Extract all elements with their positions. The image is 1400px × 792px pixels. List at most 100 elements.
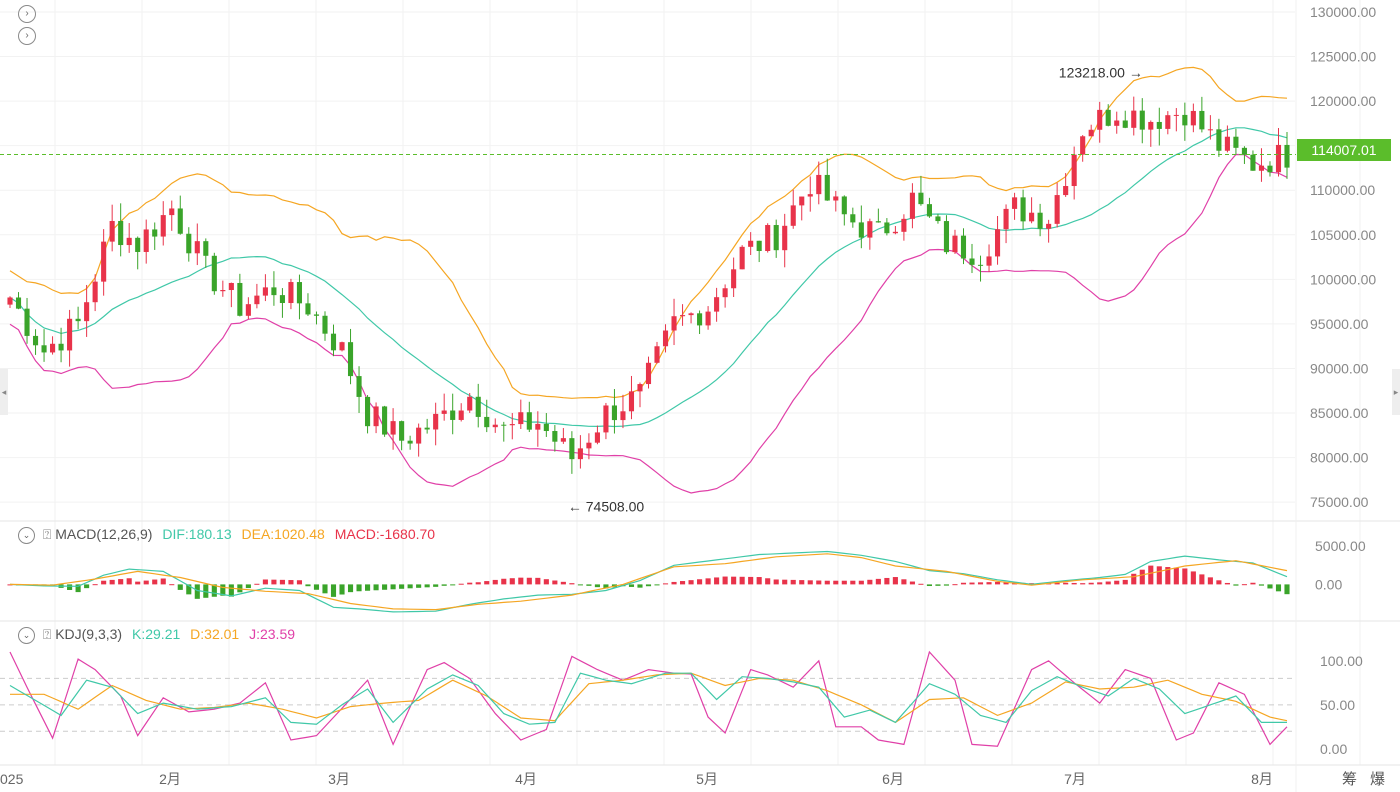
candle-body — [228, 282, 234, 291]
candle-body — [305, 303, 311, 315]
macd-histogram-bar — [1233, 584, 1239, 586]
price-tick-label: 130000.00 — [1310, 4, 1376, 20]
x-axis-label: 3月 — [328, 771, 350, 787]
macd-histogram-bar — [101, 580, 107, 585]
macd-histogram-bar — [365, 584, 371, 591]
scroll-left-arrow-icon[interactable]: ◂ — [0, 369, 8, 415]
macd-histogram-bar — [773, 579, 779, 585]
price-tick-label: 110000.00 — [1310, 182, 1375, 198]
candle-body — [160, 215, 166, 237]
candle-body — [1190, 110, 1196, 126]
candle-body — [620, 411, 626, 421]
macd-histogram-bar — [731, 576, 737, 585]
chevron-down-icon[interactable]: ⌄ — [18, 626, 35, 644]
macd-histogram-bar — [892, 577, 898, 585]
macd-histogram-bar — [330, 584, 337, 597]
expand-chevron-icon[interactable]: › — [18, 5, 36, 23]
candle-body — [1046, 223, 1052, 229]
price-tick-label: 90000.00 — [1310, 360, 1369, 376]
macd-histogram-bar — [1216, 580, 1222, 585]
macd-histogram-bar — [433, 584, 439, 587]
candle-body — [1224, 136, 1230, 151]
candle-body — [935, 216, 941, 222]
macd-histogram-bar — [1105, 581, 1111, 585]
candle-body — [731, 269, 737, 289]
candle-body — [7, 297, 13, 305]
candle-body — [705, 311, 711, 326]
macd-histogram-bar — [399, 584, 405, 589]
macd-histogram-bar — [1190, 571, 1196, 585]
candle-body — [220, 290, 226, 292]
price-tick-label: 105000.00 — [1310, 227, 1376, 243]
candle-body — [918, 192, 924, 205]
macd-histogram-bar — [220, 584, 226, 596]
candle-body — [1037, 212, 1043, 229]
macd-tick-label: 0.00 — [1315, 576, 1342, 592]
price-tick-label: 125000.00 — [1310, 49, 1376, 65]
candle-body — [756, 240, 762, 251]
candle-body — [722, 288, 728, 298]
logo-glyph-icon: 筹 — [1342, 771, 1358, 788]
candle-body — [977, 264, 984, 266]
candle-body — [560, 438, 566, 442]
macd-histogram-bar — [186, 584, 192, 595]
candle-body — [1088, 129, 1094, 137]
macd-title: MACD(12,26,9) — [55, 526, 153, 542]
x-axis-label: 2月 — [159, 771, 181, 787]
macd-histogram-bar — [986, 582, 992, 585]
boll-lower-line — [9, 153, 1288, 494]
macd-histogram-bar — [169, 584, 175, 586]
candle-body — [543, 423, 549, 432]
candle-body — [807, 194, 813, 197]
candle-body — [824, 174, 830, 201]
candle-body — [611, 405, 618, 421]
bell-icon[interactable]: ⍰ — [42, 526, 52, 542]
candle-body — [356, 376, 362, 397]
macd-histogram-bar — [245, 584, 251, 589]
macd-histogram-bar — [322, 584, 328, 594]
chevron-down-icon[interactable]: ⌄ — [18, 526, 35, 544]
candle-body — [535, 423, 541, 430]
macd-histogram-bar — [313, 584, 320, 590]
candle-body — [526, 412, 532, 430]
candle-body — [441, 410, 447, 414]
macd-tick-label: 5000.00 — [1315, 538, 1366, 554]
candle-body — [671, 316, 677, 331]
candle-body — [143, 229, 149, 252]
macd-histogram-bar — [1029, 583, 1035, 585]
macd-histogram-bar — [722, 576, 728, 585]
candle-body — [1105, 109, 1111, 126]
macd-histogram-bar — [135, 581, 141, 585]
macd-histogram-bar — [918, 583, 924, 585]
macd-histogram-bar — [262, 579, 268, 585]
macd-histogram-bar — [577, 584, 583, 586]
candle-body — [1071, 154, 1077, 187]
last-price-tag: 114007.01 — [1297, 139, 1391, 161]
macd-histogram-bar — [799, 580, 805, 585]
macd-histogram-bar — [84, 584, 90, 589]
candle-body — [330, 333, 337, 351]
expand-chevron-icon[interactable]: › — [18, 27, 36, 45]
macd-histogram-bar — [952, 584, 958, 586]
kdj-j-value: J:23.59 — [249, 626, 296, 642]
price-tick-label: 100000.00 — [1310, 271, 1376, 287]
scroll-right-arrow-icon[interactable]: ▸ — [1392, 369, 1400, 415]
candle-body — [109, 220, 115, 242]
bell-icon[interactable]: ⍰ — [42, 626, 52, 642]
macd-histogram-bar — [977, 582, 984, 585]
macd-histogram-bar — [492, 579, 498, 585]
macd-histogram-bar — [458, 583, 464, 585]
candle-body — [867, 221, 873, 238]
candle-body — [24, 308, 30, 336]
macd-histogram-bar — [1156, 566, 1162, 585]
candle-body — [58, 343, 64, 351]
macd-histogram-bar — [1097, 582, 1103, 585]
candle-body — [50, 343, 56, 353]
macd-histogram-bar — [118, 579, 124, 585]
x-axis-label: 7月 — [1064, 771, 1086, 787]
macd-histogram-bar — [1267, 584, 1273, 589]
candle-body — [296, 282, 303, 304]
macd-histogram-bar — [594, 584, 600, 588]
candle-body — [407, 440, 413, 444]
macd-histogram-bar — [1088, 582, 1094, 585]
